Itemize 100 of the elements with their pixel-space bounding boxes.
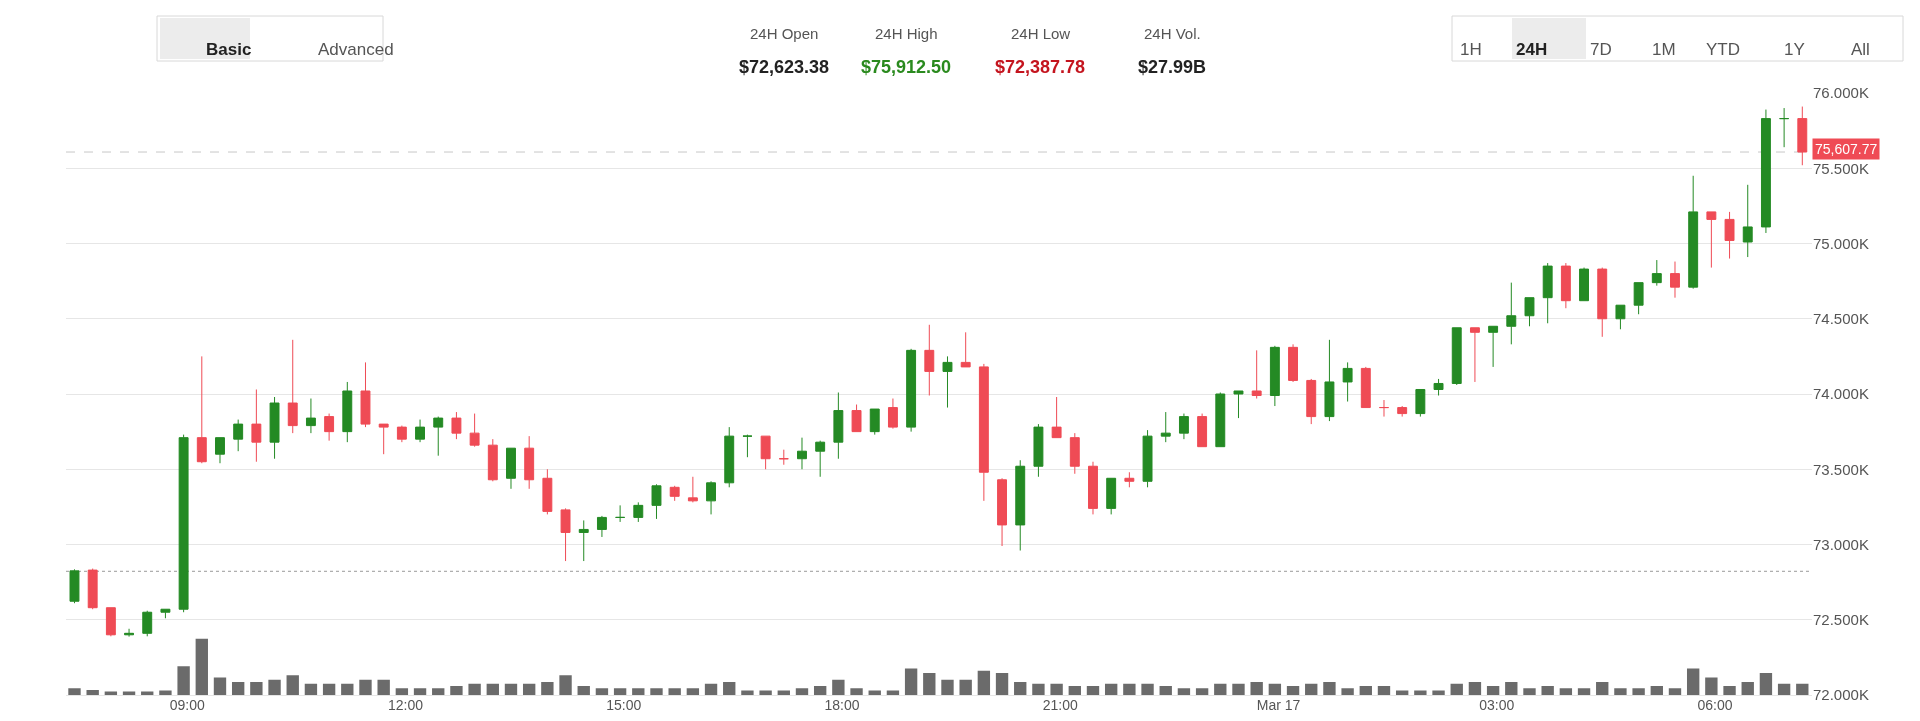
candlestick: [924, 324, 935, 397]
bar: [1432, 690, 1445, 695]
candlestick: [1342, 361, 1353, 403]
text: Basic: [206, 40, 252, 59]
candlestick: [542, 468, 553, 515]
text: All: [1851, 40, 1870, 59]
bar: [413, 688, 427, 695]
bar: [686, 688, 700, 695]
candlestick: [596, 515, 607, 538]
bar: [1759, 672, 1773, 695]
candlestick: [997, 477, 1008, 547]
candlestick: [615, 504, 626, 523]
text: 7D: [1590, 40, 1612, 59]
bar: [1668, 688, 1682, 695]
candlestick: [869, 408, 880, 436]
candlestick: [1688, 175, 1699, 290]
candlestick: [960, 331, 971, 368]
bar: [1323, 681, 1336, 695]
x-tick-label: 09:00: [169, 697, 205, 713]
bar: [468, 683, 481, 695]
bar: [450, 685, 463, 695]
bar: [1523, 688, 1536, 695]
candlestick: [1233, 390, 1244, 419]
candlestick: [1706, 211, 1717, 269]
candlestick: [906, 348, 917, 433]
bar: [777, 690, 790, 695]
bar: [1541, 685, 1554, 695]
candlestick: [1160, 411, 1171, 443]
candlestick: [1542, 262, 1553, 324]
bar: [832, 679, 845, 695]
candlestick: [342, 381, 353, 443]
bar: [1723, 685, 1736, 695]
candlestick: [251, 388, 262, 463]
bar: [1177, 688, 1191, 695]
bar: [1123, 683, 1136, 695]
bar: [68, 688, 81, 695]
candlestick: [1451, 327, 1462, 386]
bar: [1141, 683, 1154, 695]
bar: [250, 681, 263, 695]
bar: [486, 683, 499, 695]
candlestick: [887, 398, 898, 430]
candlestick: [524, 435, 535, 490]
bar: [359, 679, 372, 695]
candlestick: [215, 437, 225, 464]
text: 1M: [1652, 40, 1676, 59]
candlestick: [1269, 345, 1280, 407]
candlestick: [69, 568, 80, 604]
bar: [559, 675, 572, 695]
candlestick: [742, 434, 753, 458]
candlestick: [1106, 477, 1117, 515]
bar: [741, 690, 754, 695]
candlestick: [433, 416, 444, 457]
candlestick: [1469, 327, 1480, 383]
candlestick: [1488, 325, 1499, 368]
bar: [1250, 681, 1263, 695]
candlestick: [1779, 107, 1790, 148]
bar: [1705, 677, 1718, 695]
bar: [504, 683, 518, 695]
text: 24H Vol.: [1144, 25, 1201, 42]
candlestick: [1033, 423, 1044, 478]
candlestick: [797, 437, 807, 470]
bar: [322, 683, 336, 695]
bar: [1305, 683, 1318, 695]
candlestick: [1197, 413, 1208, 448]
bar: [268, 679, 281, 695]
bar: [995, 672, 1009, 695]
bar: [1104, 683, 1118, 695]
bar: [159, 690, 172, 695]
bar: [231, 681, 245, 695]
bar: [1032, 683, 1045, 695]
candlestick: [1524, 297, 1535, 327]
x-tick-label: 18:00: [824, 697, 860, 713]
bar: [1632, 688, 1645, 695]
candlestick: [160, 608, 171, 619]
bar: [577, 685, 590, 695]
bar: [595, 688, 609, 695]
x-tick-label: 15:00: [606, 697, 642, 713]
candlestick: [833, 392, 844, 460]
candlestick: [287, 339, 298, 434]
candlestick: [451, 411, 462, 440]
candlestick: [1360, 366, 1371, 409]
bar: [1450, 683, 1463, 695]
bar: [868, 690, 881, 695]
bar: [1686, 668, 1700, 695]
y-tick-label: 74.000K: [1813, 385, 1869, 403]
candlestick: [651, 483, 662, 520]
candlestick: [1142, 429, 1153, 488]
x-tick-label: 06:00: [1697, 697, 1733, 713]
bar: [1468, 681, 1482, 695]
bar: [613, 688, 627, 695]
x-tick-label: 12:00: [387, 697, 424, 713]
text: 1Y: [1784, 40, 1805, 59]
candlestick: [724, 426, 735, 488]
candlestick: [1124, 471, 1135, 488]
bar: [977, 670, 991, 695]
candlestick: [469, 413, 480, 448]
bar: [668, 688, 681, 695]
candlestick: [1215, 392, 1226, 448]
candlestick: [1288, 343, 1299, 383]
bar: [177, 666, 190, 695]
